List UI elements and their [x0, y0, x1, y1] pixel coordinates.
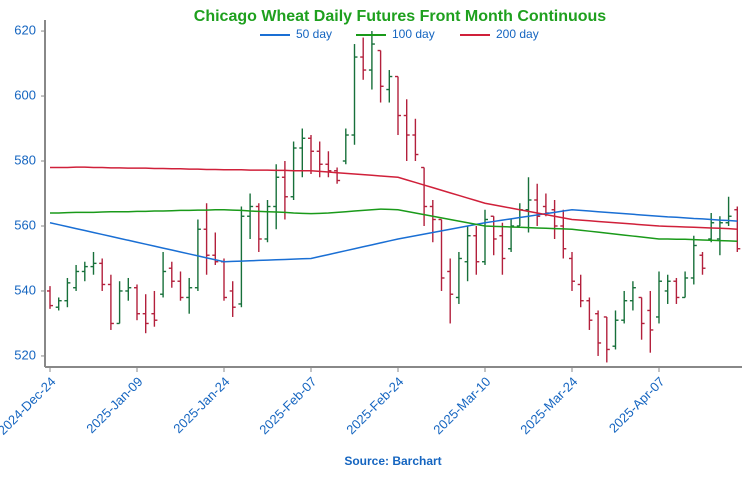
- moving-average: [50, 208, 738, 243]
- y-tick-label: 540: [14, 282, 36, 297]
- x-tick-label: 2025-Apr-07: [606, 374, 668, 436]
- y-tick-label: 520: [14, 347, 36, 362]
- legend-label: 200 day: [496, 27, 539, 41]
- legend-label: 100 day: [392, 27, 435, 41]
- y-tick-label: 560: [14, 217, 36, 232]
- x-tick-label: 2025-Mar-10: [430, 374, 493, 437]
- moving-average: [50, 166, 738, 230]
- x-tick-label: 2025-Feb-24: [343, 374, 406, 437]
- legend-label: 50 day: [296, 27, 332, 41]
- y-tick-label: 600: [14, 87, 36, 102]
- x-tick-label: 2025-Jan-09: [83, 374, 145, 436]
- moving-average: [49, 208, 738, 263]
- x-tick-label: 2025-Feb-07: [256, 374, 319, 437]
- x-tick-label: 2024-Dec-24: [0, 374, 59, 438]
- y-tick-label: 580: [14, 152, 36, 167]
- x-tick-label: 2025-Jan-24: [170, 374, 232, 436]
- x-tick-label: 2025-Mar-24: [517, 374, 580, 437]
- chart-title: Chicago Wheat Daily Futures Front Month …: [194, 8, 607, 25]
- source: Source: Barchart: [344, 454, 441, 468]
- y-tick-label: 620: [14, 22, 36, 37]
